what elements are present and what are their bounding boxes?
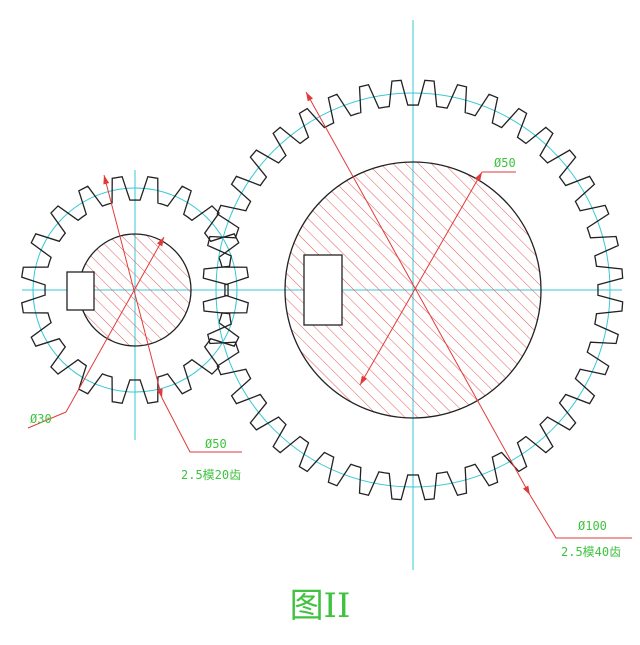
large-tip-arrow-top: [306, 92, 313, 102]
large-gear: [202, 79, 624, 501]
large-gear-bore-hatch: [285, 162, 541, 418]
small-gear-tip-leader: [161, 397, 242, 453]
large-gear-pitch-circle: [215, 92, 611, 488]
small-gear-spec-label: 2.5模20齿: [181, 468, 241, 482]
small-gear-bore-label: Ø30: [30, 412, 52, 426]
large-gear-keyway: [303, 254, 343, 326]
small-gear-outline: [21, 176, 249, 404]
small-gear-tip-label: Ø50: [205, 437, 227, 451]
small-gear-bore-leader: [27, 411, 67, 429]
small-gear-bore-diameter-line: [65, 236, 165, 413]
large-gear-tip-diameter-line: [305, 91, 531, 496]
dimension-labels: Ø30 Ø50 2.5模20齿 Ø50 Ø100 2.5模40齿: [30, 156, 621, 559]
large-gear-bore: [284, 161, 542, 419]
large-gear-tip-label: Ø100: [578, 519, 607, 533]
small-tip-arrow-bottom: [156, 388, 163, 398]
large-gear-spec-label: 2.5模40齿: [561, 545, 621, 559]
small-tip-arrow-top: [103, 175, 110, 185]
large-gear-outline: [202, 79, 624, 501]
large-tip-arrow-bottom: [523, 485, 530, 495]
small-gear: [21, 176, 249, 404]
small-bore-arrow-top: [156, 237, 164, 247]
small-gear-tip-diameter-line: [103, 174, 163, 399]
figure-caption: 图II: [289, 586, 351, 626]
large-bore-arrow-bottom: [360, 375, 368, 385]
small-gear-keyway: [66, 271, 95, 311]
dimension-arrows: [103, 92, 530, 495]
dimension-lines: [27, 91, 632, 539]
small-gear-pitch-circle: [32, 187, 238, 393]
large-gear-bore-label: Ø50: [494, 156, 516, 170]
large-gear-bore-diameter-line: [359, 171, 483, 386]
large-gear-tip-leader: [529, 494, 632, 539]
small-gear-bore-hatch: [79, 234, 191, 346]
large-bore-arrow-top: [474, 172, 482, 182]
